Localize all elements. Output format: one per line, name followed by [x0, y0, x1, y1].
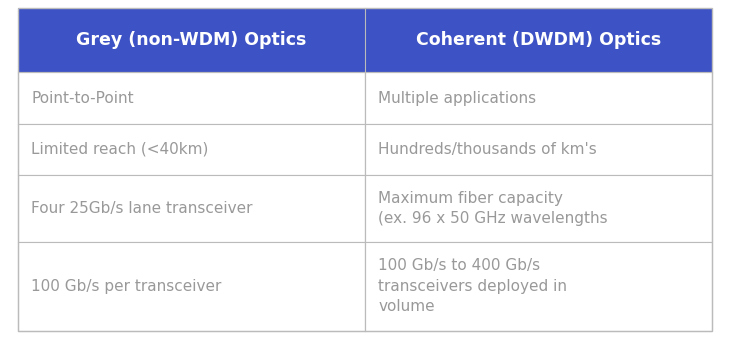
- Text: Point-to-Point: Point-to-Point: [31, 91, 134, 105]
- Text: Grey (non-WDM) Optics: Grey (non-WDM) Optics: [77, 32, 307, 49]
- Bar: [365, 124, 712, 175]
- Text: Coherent (DWDM) Optics: Coherent (DWDM) Optics: [416, 32, 661, 49]
- Text: Hundreds/thousands of km's: Hundreds/thousands of km's: [378, 142, 597, 157]
- Bar: [18, 8, 365, 73]
- Bar: [365, 8, 712, 73]
- Bar: [18, 124, 365, 175]
- Text: Multiple applications: Multiple applications: [378, 91, 537, 105]
- Text: Four 25Gb/s lane transceiver: Four 25Gb/s lane transceiver: [31, 201, 253, 216]
- Bar: [365, 175, 712, 242]
- Bar: [18, 242, 365, 331]
- Bar: [365, 242, 712, 331]
- Text: 100 Gb/s to 400 Gb/s
transceivers deployed in
volume: 100 Gb/s to 400 Gb/s transceivers deploy…: [378, 258, 567, 314]
- Bar: [365, 73, 712, 124]
- Text: Maximum fiber capacity
(ex. 96 x 50 GHz wavelengths: Maximum fiber capacity (ex. 96 x 50 GHz …: [378, 191, 608, 226]
- Text: Limited reach (<40km): Limited reach (<40km): [31, 142, 209, 157]
- Text: 100 Gb/s per transceiver: 100 Gb/s per transceiver: [31, 279, 222, 294]
- Bar: [18, 175, 365, 242]
- Bar: [18, 73, 365, 124]
